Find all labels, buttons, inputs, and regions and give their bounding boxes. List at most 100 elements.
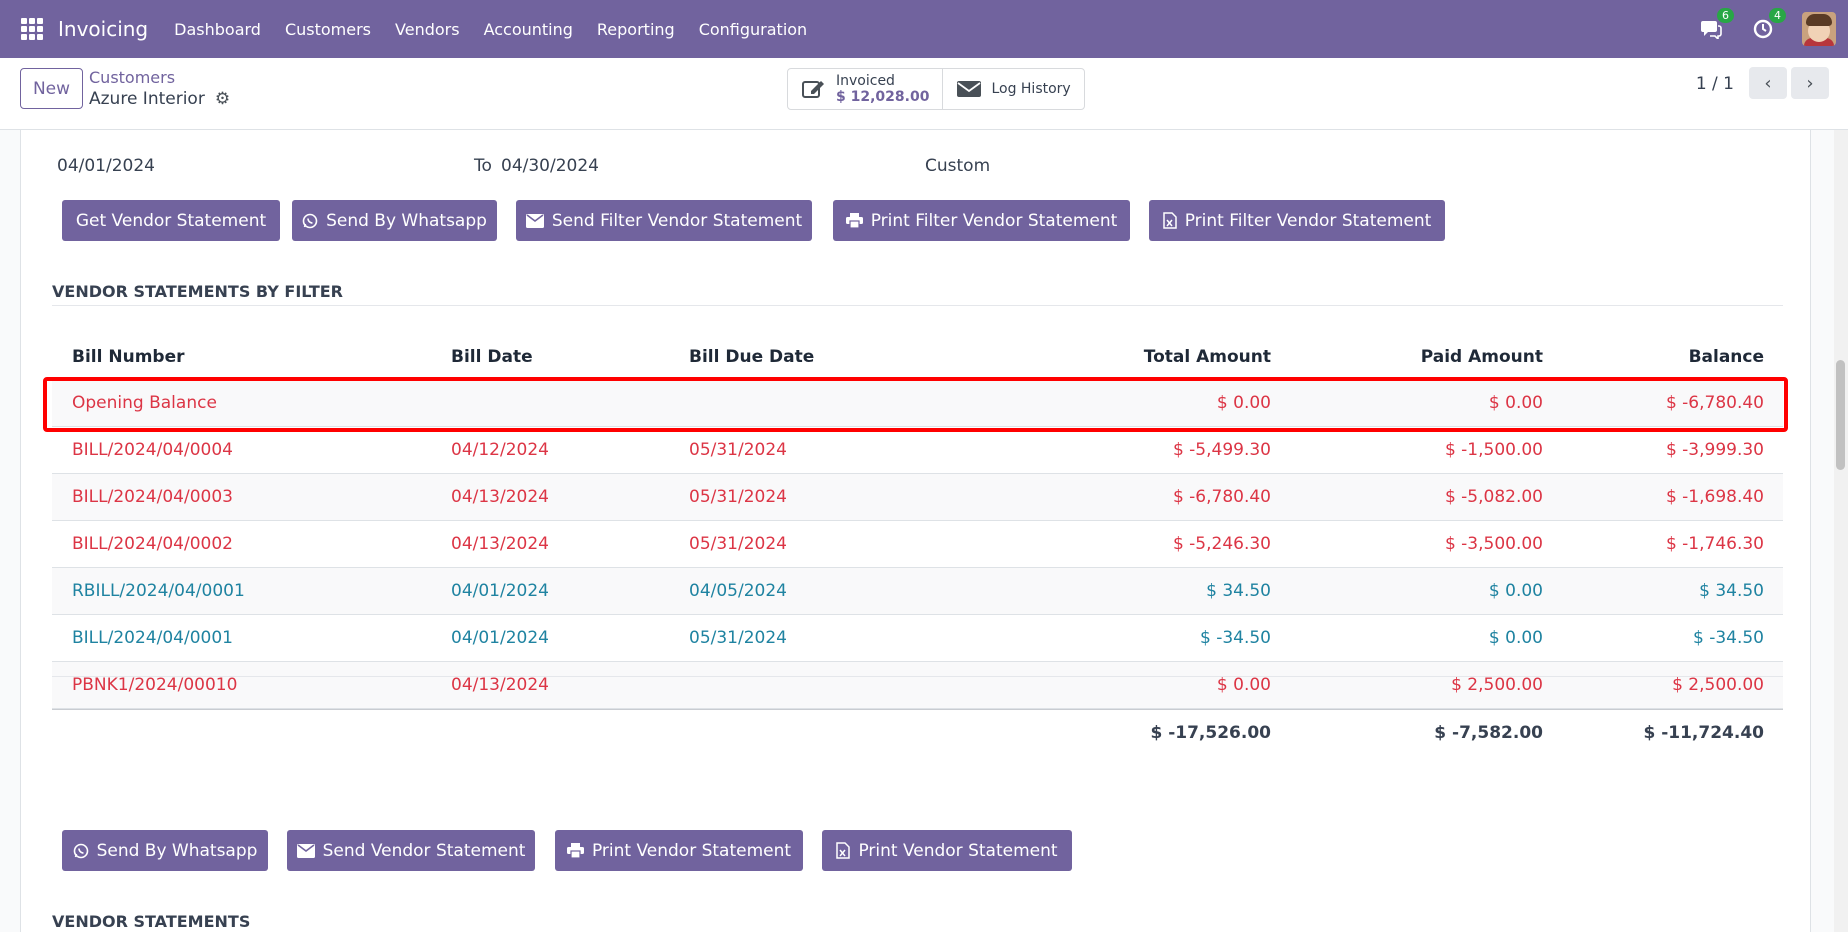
statement-section-title: VENDOR STATEMENTS	[52, 912, 251, 931]
print-vendor-statement-xls-label: Print Vendor Statement	[858, 840, 1058, 861]
paid-amount-cell: $ 0.00	[1488, 393, 1543, 413]
menu-accounting[interactable]: Accounting	[483, 19, 573, 39]
bill-number-cell: BILL/2024/04/0004	[72, 440, 233, 460]
table-row[interactable]: BILL/2024/04/0004 04/12/2024 05/31/2024 $ -…	[52, 427, 1783, 474]
printer-icon	[845, 213, 863, 228]
bill-due-date-cell: 05/31/2024	[689, 487, 787, 507]
vertical-scrollbar[interactable]	[1834, 130, 1848, 932]
print-filter-vendor-statement-pdf-button[interactable]: Print Filter Vendor Statement	[833, 200, 1130, 241]
header-paid-amount: Paid Amount	[1420, 347, 1543, 367]
bill-number-cell: RBILL/2024/04/0001	[72, 581, 245, 601]
period-field[interactable]: Custom	[925, 156, 991, 176]
paid-amount-cell: $ -1,500.00	[1444, 440, 1543, 460]
form-sheet: 04/01/2024 To 04/30/2024 Custom Get Vend…	[20, 130, 1811, 932]
print-vendor-statement-xls-button[interactable]: Print Vendor Statement	[822, 830, 1072, 871]
send-vendor-statement-button[interactable]: Send Vendor Statement	[287, 830, 535, 871]
bill-date-cell: 04/01/2024	[451, 628, 549, 648]
bill-number-cell: PBNK1/2024/00010	[72, 675, 238, 695]
menu-customers[interactable]: Customers	[284, 19, 372, 39]
table-row[interactable]: BILL/2024/04/0002 04/13/2024 05/31/2024 $ -…	[52, 521, 1783, 568]
bill-date-cell: 04/13/2024	[451, 487, 549, 507]
send-by-whatsapp-button[interactable]: Send By Whatsapp	[62, 830, 268, 871]
app-name[interactable]: Invoicing	[58, 17, 149, 41]
print-filter-vendor-statement-xls-label: Print Filter Vendor Statement	[1184, 210, 1432, 231]
table-header: Bill Number Bill Date Bill Due Date Tota…	[52, 334, 1783, 380]
menu-configuration[interactable]: Configuration	[698, 19, 808, 39]
bill-number-cell: BILL/2024/04/0001	[72, 628, 233, 648]
previous-record-button[interactable]: ‹	[1749, 67, 1787, 99]
send-filter-vendor-statement-button[interactable]: Send Filter Vendor Statement	[516, 200, 812, 241]
send-vendor-statement-label: Send Vendor Statement	[322, 840, 526, 861]
vendor-statement-filter-table: Bill Number Bill Date Bill Due Date Tota…	[52, 334, 1783, 756]
balance-cell: $ -3,999.30	[1665, 440, 1764, 460]
total-amount-cell: $ -5,499.30	[1172, 440, 1271, 460]
total-amount-cell: $ -6,780.40	[1172, 487, 1271, 507]
print-vendor-statement-pdf-button[interactable]: Print Vendor Statement	[555, 830, 803, 871]
send-by-whatsapp-label: Send By Whatsapp	[96, 840, 258, 861]
gear-icon[interactable]: ⚙	[214, 89, 231, 109]
total-amount-cell: $ -5,246.30	[1172, 534, 1271, 554]
menu-vendors[interactable]: Vendors	[395, 19, 460, 39]
to-label: To	[474, 156, 492, 176]
scrollbar-thumb[interactable]	[1836, 360, 1845, 470]
log-history-button[interactable]: Log History	[942, 69, 1083, 109]
bill-number-cell: Opening Balance	[72, 393, 217, 413]
table-row[interactable]: Opening Balance $ 0.00 $ 0.00 $ -6,780.40	[52, 380, 1783, 427]
chat-icon[interactable]: 6	[1698, 8, 1734, 42]
log-history-label: Log History	[991, 81, 1071, 97]
filter-section-title: VENDOR STATEMENTS BY FILTER	[52, 282, 343, 301]
table-row[interactable]: BILL/2024/04/0003 04/13/2024 05/31/2024 $ -…	[52, 474, 1783, 521]
total-amount-cell: $ -34.50	[1199, 628, 1271, 648]
date-to-field[interactable]: 04/30/2024	[501, 156, 599, 176]
control-panel: New Customers Azure Interior ⚙ Invoiced …	[0, 58, 1848, 130]
get-vendor-statement-button[interactable]: Get Vendor Statement	[62, 200, 280, 241]
paid-amount-cell: $ -3,500.00	[1444, 534, 1543, 554]
total-amount-sum: $ -17,526.00	[1150, 723, 1271, 743]
print-filter-vendor-statement-label: Print Filter Vendor Statement	[870, 210, 1118, 231]
balance-cell: $ -34.50	[1692, 628, 1764, 648]
bill-date-cell: 04/01/2024	[451, 581, 549, 601]
total-amount-cell: $ 0.00	[1216, 675, 1271, 695]
paid-amount-cell: $ 2,500.00	[1451, 675, 1543, 695]
send-by-whatsapp-filter-button[interactable]: Send By Whatsapp	[292, 200, 497, 241]
top-navbar: Invoicing Dashboard Customers Vendors Ac…	[0, 0, 1848, 58]
pager-value[interactable]: 1 / 1	[1695, 74, 1734, 94]
new-button[interactable]: New	[20, 68, 83, 109]
bill-due-date-cell: 05/31/2024	[689, 440, 787, 460]
smart-buttons: Invoiced $ 12,028.00 Log History	[787, 68, 1085, 110]
paid-amount-cell: $ -5,082.00	[1444, 487, 1543, 507]
bill-number-cell: BILL/2024/04/0003	[72, 487, 233, 507]
invoiced-label: Invoiced	[836, 73, 895, 89]
table-row[interactable]: PBNK1/2024/00010 04/13/2024 $ 0.00 $ 2,500.…	[52, 662, 1783, 709]
messages-badge: 6	[1717, 8, 1734, 23]
balance-cell: $ -1,746.30	[1665, 534, 1764, 554]
bill-due-date-cell: 05/31/2024	[689, 534, 787, 554]
table-body: Opening Balance $ 0.00 $ 0.00 $ -6,780.40 BI…	[52, 380, 1783, 709]
menu-reporting[interactable]: Reporting	[596, 19, 675, 39]
bill-due-date-cell: 04/05/2024	[689, 581, 787, 601]
section-divider	[52, 676, 1783, 677]
table-row[interactable]: RBILL/2024/04/0001 04/01/2024 04/05/2024 $ …	[52, 568, 1783, 615]
record-name: Azure Interior	[89, 89, 205, 109]
date-from-field[interactable]: 04/01/2024	[57, 156, 155, 176]
invoiced-smart-button[interactable]: Invoiced $ 12,028.00	[788, 69, 942, 109]
breadcrumb-customers[interactable]: Customers	[89, 68, 176, 87]
chevron-left-icon: ‹	[1764, 72, 1772, 94]
header-bill-due-date: Bill Due Date	[689, 347, 815, 367]
apps-grid-icon[interactable]	[21, 18, 43, 40]
chevron-right-icon: ›	[1806, 72, 1814, 94]
user-avatar[interactable]	[1802, 12, 1836, 46]
balance-cell: $ 34.50	[1699, 581, 1764, 601]
bill-date-cell: 04/13/2024	[451, 675, 549, 695]
table-row[interactable]: BILL/2024/04/0001 04/01/2024 05/31/2024 $ -…	[52, 615, 1783, 662]
print-filter-vendor-statement-xls-button[interactable]: Print Filter Vendor Statement	[1149, 200, 1445, 241]
paid-amount-cell: $ 0.00	[1488, 581, 1543, 601]
bill-date-cell: 04/13/2024	[451, 534, 549, 554]
envelope-icon	[296, 843, 315, 858]
balance-sum: $ -11,724.40	[1643, 723, 1764, 743]
paid-amount-cell: $ 0.00	[1488, 628, 1543, 648]
next-record-button[interactable]: ›	[1791, 67, 1829, 99]
menu-dashboard[interactable]: Dashboard	[174, 19, 261, 39]
clock-icon[interactable]: 4	[1750, 8, 1786, 42]
header-balance: Balance	[1688, 347, 1764, 367]
